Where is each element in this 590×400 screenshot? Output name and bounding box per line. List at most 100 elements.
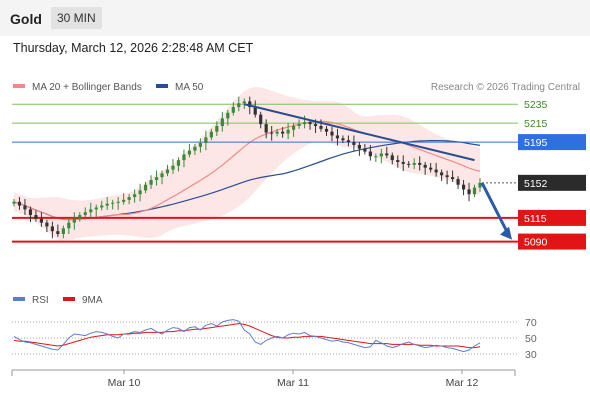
price-label-5235: 5235 xyxy=(524,99,548,111)
candle-body xyxy=(429,167,433,170)
candle-body xyxy=(472,187,477,195)
price-label-bg-5152 xyxy=(518,174,586,191)
candle-body xyxy=(28,209,33,216)
chart-datetime: Thursday, March 12, 2026 2:28:48 AM CET xyxy=(13,41,254,55)
candle-body xyxy=(461,184,466,190)
candle-body xyxy=(396,160,400,162)
candle-body xyxy=(286,129,290,134)
candle-body xyxy=(423,164,427,168)
candle-body xyxy=(83,212,87,216)
price-label-5152: 5152 xyxy=(524,178,548,190)
legend-label-0: MA 20 + Bollinger Bands xyxy=(32,82,142,93)
candle-body xyxy=(302,122,307,125)
candle-body xyxy=(352,142,356,145)
forecast-arrow-head xyxy=(500,226,512,240)
candle-body xyxy=(17,201,22,206)
candle-body xyxy=(122,199,126,202)
candle-body xyxy=(330,131,334,136)
candle-body xyxy=(407,163,411,165)
candle-body xyxy=(67,222,71,229)
candle-body xyxy=(133,194,137,198)
candle-body xyxy=(171,165,175,170)
price-label-bg-5090 xyxy=(518,233,586,250)
rsi-legend-swatch xyxy=(13,297,25,301)
candle-body xyxy=(187,150,192,155)
candle-body xyxy=(165,169,170,174)
legend-swatch-0 xyxy=(13,84,25,88)
price-label-5115: 5115 xyxy=(524,213,547,225)
candle-body xyxy=(341,138,345,141)
candles xyxy=(12,96,482,239)
symbol-title: Gold xyxy=(10,11,42,27)
price-label-5215: 5215 xyxy=(524,118,548,130)
rsi-legend-label: RSI xyxy=(32,295,49,306)
candle-body xyxy=(450,177,455,180)
candle-body xyxy=(127,197,131,200)
candle-body xyxy=(149,180,153,185)
candle-body xyxy=(242,101,246,104)
candle-body xyxy=(390,155,394,161)
downtrend-line xyxy=(244,103,475,162)
candle-body xyxy=(297,124,301,126)
candle-body xyxy=(12,201,16,204)
bollinger-band-area xyxy=(14,87,480,241)
price-label-bg-5195 xyxy=(518,134,586,151)
rsi-legend: RSI 9MA xyxy=(13,295,103,306)
candle-body xyxy=(220,118,224,126)
rsi-line xyxy=(13,319,481,353)
candle-body xyxy=(193,146,197,151)
candle-body xyxy=(39,218,44,223)
candle-body xyxy=(105,203,109,206)
candle-body xyxy=(264,124,268,133)
rsi-ma-legend-swatch xyxy=(63,297,75,301)
legend: MA 20 + Bollinger Bands MA 50 xyxy=(13,82,204,93)
legend-label-1: MA 50 xyxy=(175,82,204,93)
x-tick-label-1: Mar 11 xyxy=(277,377,309,389)
candle-body xyxy=(335,135,340,139)
candle-body xyxy=(357,144,361,149)
candle-body xyxy=(385,153,389,156)
candle-body xyxy=(23,205,27,210)
candle-body xyxy=(160,173,164,178)
candle-body xyxy=(78,215,82,219)
price-label-bg-5115 xyxy=(518,209,586,226)
candle-body xyxy=(154,177,159,180)
x-tick-label-2: Mar 12 xyxy=(446,377,479,389)
candle-body xyxy=(34,215,38,219)
candle-body xyxy=(176,160,181,166)
candle-body xyxy=(138,190,142,195)
timeframe-badge[interactable]: 30 MIN xyxy=(51,7,102,29)
candle-body xyxy=(478,182,482,188)
credit-text: Research © 2026 Trading Central xyxy=(431,82,580,93)
candle-body xyxy=(198,143,202,147)
candle-body xyxy=(45,222,49,227)
candle-body xyxy=(467,189,471,195)
rsi-tick-70: 70 xyxy=(525,317,537,329)
candle-body xyxy=(116,201,120,203)
candle-body xyxy=(346,140,351,143)
candle-body xyxy=(253,107,257,115)
candle-body xyxy=(226,112,230,119)
candle-body xyxy=(215,126,219,132)
candle-body xyxy=(324,128,329,132)
candle-body xyxy=(292,126,296,130)
candle-body xyxy=(363,148,367,152)
candle-body xyxy=(248,101,252,108)
candle-body xyxy=(319,126,323,129)
candle-body xyxy=(270,132,274,134)
rsi-tick-50: 50 xyxy=(525,333,537,345)
candle-body xyxy=(237,103,241,108)
candle-body xyxy=(445,175,449,178)
rsi-ma-legend-label: 9MA xyxy=(82,295,103,306)
candle-body xyxy=(374,156,378,158)
candle-body xyxy=(313,124,318,126)
candle-body xyxy=(379,153,383,157)
candle-body xyxy=(275,131,279,134)
candle-body xyxy=(259,114,263,125)
candle-body xyxy=(89,209,93,213)
candle-body xyxy=(231,107,235,113)
forecast-arrow-line xyxy=(480,182,510,235)
candle-body xyxy=(50,226,54,232)
candle-body xyxy=(94,207,98,210)
candle-body xyxy=(100,205,104,208)
